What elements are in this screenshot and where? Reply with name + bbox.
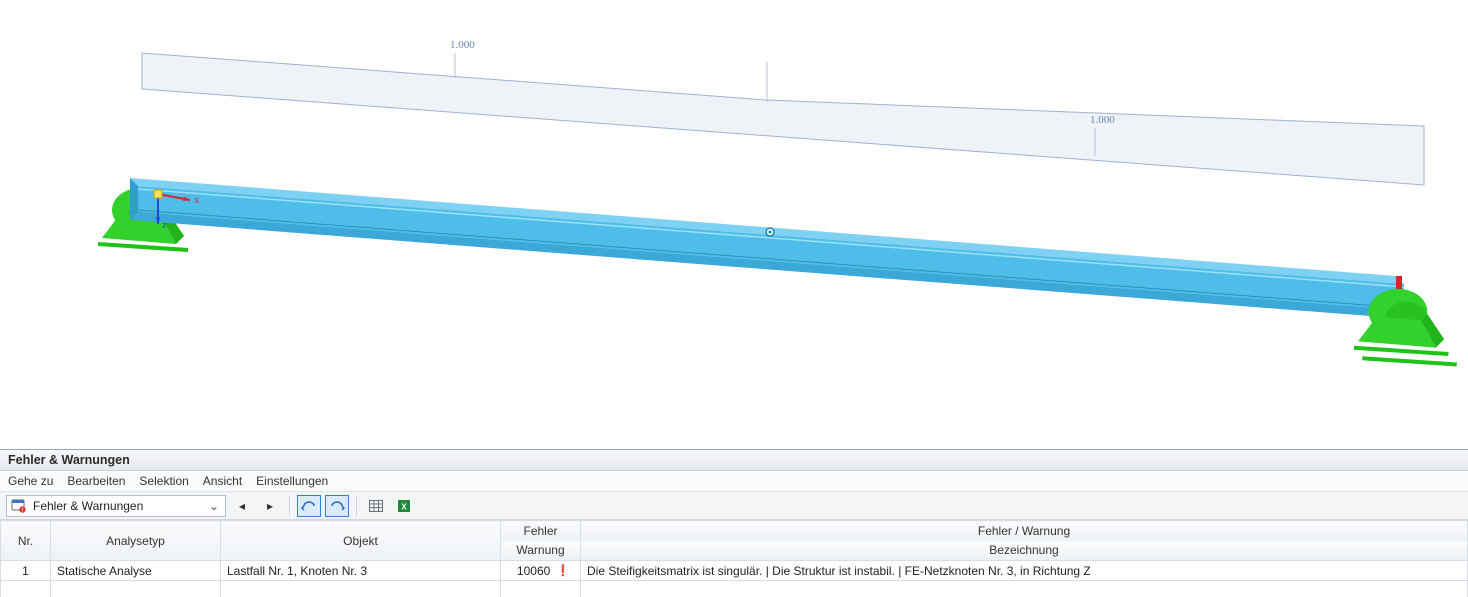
panel-title: Fehler & Warnungen	[0, 450, 1468, 471]
menu-selektion[interactable]: Selektion	[139, 474, 188, 488]
th-fehler[interactable]: Fehler	[501, 521, 581, 541]
menu-gehezu[interactable]: Gehe zu	[8, 474, 53, 488]
th-analysetyp[interactable]: Analysetyp	[51, 521, 221, 561]
prev-button[interactable]: ◂	[230, 495, 254, 517]
menu-bearbeiten[interactable]: Bearbeiten	[67, 474, 125, 488]
panel-menubar: Gehe zu Bearbeiten Selektion Ansicht Ein…	[0, 471, 1468, 492]
th-bezeichnung[interactable]: Bezeichnung	[581, 541, 1468, 561]
th-nr[interactable]: Nr.	[1, 521, 51, 561]
load-plate: 1.000 1.000	[142, 39, 1424, 185]
panel-category-label: Fehler & Warnungen	[33, 499, 143, 513]
errors-table-wrap: Nr. Analysetyp Objekt Fehler Fehler / Wa…	[0, 520, 1468, 597]
table-view-button[interactable]	[364, 495, 388, 517]
cell-bezeichnung: Die Steifigkeitsmatrix ist singulär. | D…	[581, 561, 1468, 581]
table-icon	[368, 498, 384, 514]
svg-text:z: z	[162, 219, 167, 231]
panel-toolbar: ! Fehler & Warnungen ⌄ ◂ ▸	[0, 492, 1468, 520]
lasso-icon	[301, 498, 317, 514]
export-excel-button[interactable]: X	[392, 495, 416, 517]
cell-code: 10060 ❗	[501, 561, 581, 581]
errors-table[interactable]: Nr. Analysetyp Objekt Fehler Fehler / Wa…	[0, 520, 1468, 597]
prev-icon: ◂	[239, 499, 245, 513]
select-mode-2-button[interactable]	[325, 495, 349, 517]
beam	[130, 178, 1404, 318]
next-icon: ▸	[267, 499, 273, 513]
th-fehlerwarnung[interactable]: Fehler / Warnung	[581, 521, 1468, 541]
th-objekt[interactable]: Objekt	[221, 521, 501, 561]
cell-nr: 1	[1, 561, 51, 581]
warning-window-icon: !	[11, 498, 27, 514]
error-icon: ❗	[556, 564, 570, 577]
menu-ansicht[interactable]: Ansicht	[203, 474, 242, 488]
cell-analysetyp: Statische Analyse	[51, 561, 221, 581]
svg-text:x: x	[194, 194, 200, 206]
svg-text:X: X	[401, 502, 407, 511]
midpoint-node-dot	[769, 231, 772, 234]
panel-category-combo[interactable]: ! Fehler & Warnungen ⌄	[6, 495, 226, 517]
model-viewport[interactable]: 1.000 1.000 x z	[0, 0, 1468, 449]
model-svg: 1.000 1.000 x z	[0, 0, 1468, 449]
th-warnung[interactable]: Warnung	[501, 541, 581, 561]
select-mode-1-button[interactable]	[297, 495, 321, 517]
chevron-down-icon: ⌄	[209, 499, 219, 513]
cell-objekt: Lastfall Nr. 1, Knoten Nr. 3	[221, 561, 501, 581]
excel-icon: X	[396, 498, 412, 514]
next-button[interactable]: ▸	[258, 495, 282, 517]
table-row[interactable]: 1 Statische Analyse Lastfall Nr. 1, Knot…	[1, 561, 1468, 581]
lasso-alt-icon	[329, 498, 345, 514]
error-code: 10060	[517, 564, 550, 578]
svg-text:1.000: 1.000	[450, 39, 475, 51]
svg-text:1.000: 1.000	[1090, 114, 1115, 126]
menu-einstellungen[interactable]: Einstellungen	[256, 474, 328, 488]
svg-text:!: !	[22, 507, 24, 513]
table-row-empty	[1, 581, 1468, 597]
